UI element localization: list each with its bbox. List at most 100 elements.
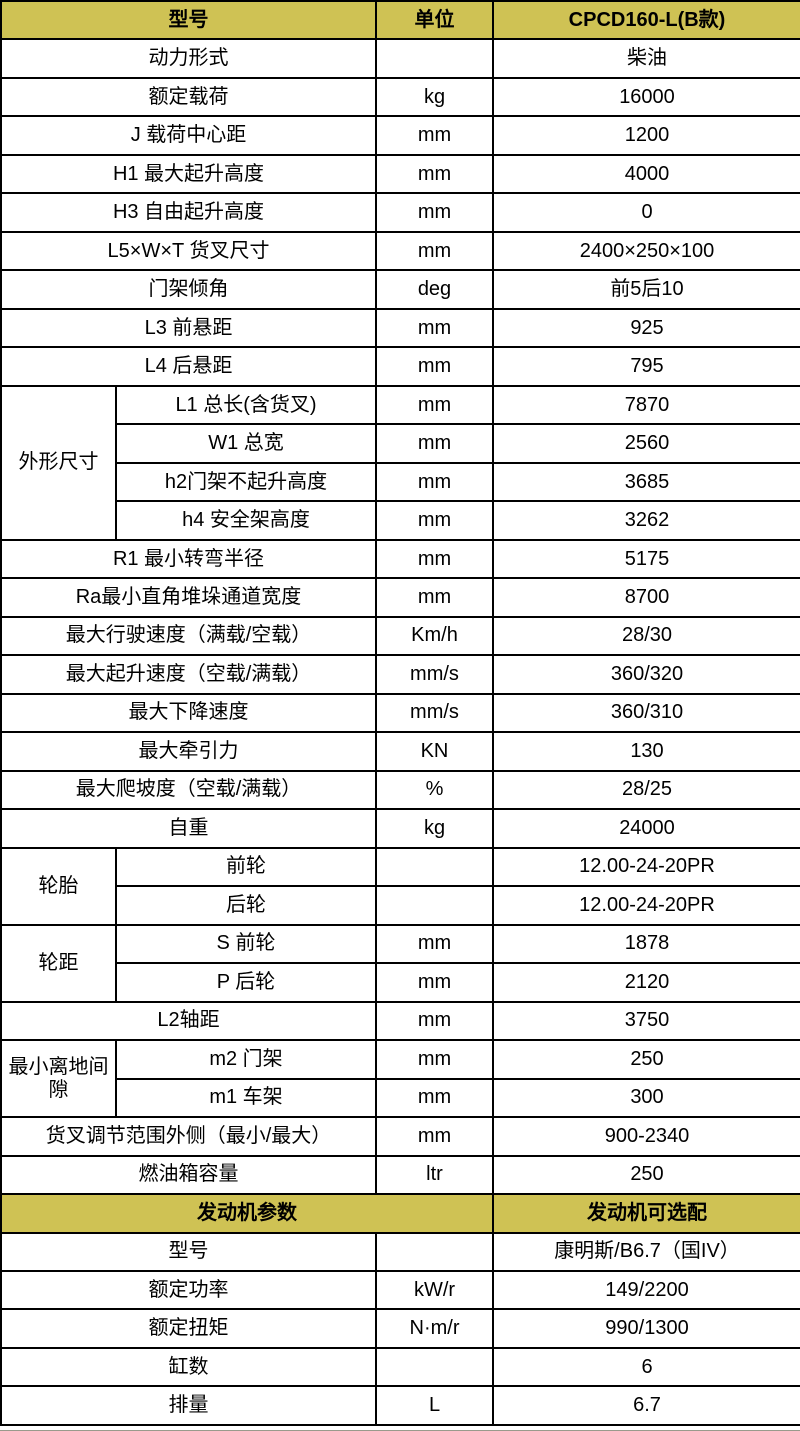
spec-unit-cell: mm bbox=[375, 1039, 494, 1080]
engine-header-row: 发动机参数 发动机可选配 bbox=[0, 1193, 800, 1234]
spec-unit-cell: mm bbox=[375, 192, 494, 233]
spec-unit-cell bbox=[375, 38, 494, 79]
spec-value-cell: 360/320 bbox=[492, 654, 800, 695]
table-row: 动力形式 柴油 bbox=[0, 38, 800, 79]
spec-value-cell: 2120 bbox=[492, 962, 800, 1003]
spec-unit-cell: mm bbox=[375, 1000, 494, 1042]
spec-label-cell: L2轴距 bbox=[0, 1000, 377, 1042]
table-row: 型号 康明斯/B6.7（国IV） bbox=[0, 1231, 800, 1272]
engine-header-right: 发动机可选配 bbox=[492, 1193, 800, 1234]
spec-label-cell: 最大牵引力 bbox=[0, 731, 377, 772]
spec-unit-cell: mm bbox=[375, 1116, 494, 1157]
spec-unit-cell bbox=[375, 1346, 494, 1388]
table-row: 额定扭矩 N·m/r 990/1300 bbox=[0, 1308, 800, 1349]
spec-unit-cell: % bbox=[375, 769, 494, 811]
spec-label-cell: H3 自由起升高度 bbox=[0, 192, 377, 233]
table-row: 最大牵引力 KN 130 bbox=[0, 731, 800, 772]
table-row: 排量 L 6.7 bbox=[0, 1385, 800, 1426]
table-row: 外形尺寸 L1 总长(含货叉) mm 7870 bbox=[0, 384, 800, 541]
spec-label-cell: W1 总宽 bbox=[115, 423, 377, 464]
table-row: H3 自由起升高度 mm 0 bbox=[0, 192, 800, 233]
spec-value-cell: 24000 bbox=[492, 808, 800, 849]
spec-label-cell: h4 安全架高度 bbox=[115, 500, 377, 541]
spec-unit-cell: mm bbox=[375, 500, 494, 541]
spec-unit-cell: N·m/r bbox=[375, 1308, 494, 1349]
spec-unit-cell: L bbox=[375, 1385, 494, 1426]
table-row: 最小离地间隙 m2 门架 mm 250 bbox=[0, 1039, 800, 1119]
spec-label-cell: 动力形式 bbox=[0, 38, 377, 79]
spec-value-cell: 900-2340 bbox=[492, 1116, 800, 1157]
header-model-value: CPCD160-L(B款) bbox=[492, 0, 800, 41]
table-row: 自重 kg 24000 bbox=[0, 808, 800, 849]
spec-value-cell: 12.00-24-20PR bbox=[492, 846, 800, 888]
spec-label-cell: 货叉调节范围外侧（最小/最大） bbox=[0, 1116, 377, 1157]
spec-unit-cell: mm bbox=[375, 230, 494, 272]
spec-unit-cell: mm bbox=[375, 538, 494, 580]
table-row: 最大起升速度（空载/满载） mm/s 360/320 bbox=[0, 654, 800, 695]
spec-value-cell: 2400×250×100 bbox=[492, 230, 800, 272]
spec-value-cell: 16000 bbox=[492, 76, 800, 118]
spec-value-cell: 3750 bbox=[492, 1000, 800, 1042]
table-row: 最大行驶速度（满载/空载） Km/h 28/30 bbox=[0, 615, 800, 657]
spec-unit-cell: mm bbox=[375, 384, 494, 426]
spec-value-cell: 300 bbox=[492, 1077, 800, 1119]
spec-value-cell: 360/310 bbox=[492, 692, 800, 734]
table-row: L4 后悬距 mm 795 bbox=[0, 346, 800, 387]
spec-label-cell: L3 前悬距 bbox=[0, 307, 377, 349]
spec-unit-cell: mm bbox=[375, 307, 494, 349]
spec-unit-cell: mm bbox=[375, 577, 494, 618]
spec-label-cell: 缸数 bbox=[0, 1346, 377, 1388]
spec-value-cell: 4000 bbox=[492, 153, 800, 195]
spec-value-cell: 0 bbox=[492, 192, 800, 233]
group-label-cell: 轮胎 bbox=[0, 846, 117, 926]
spec-value-cell: 8700 bbox=[492, 577, 800, 618]
table-row: 燃油箱容量 ltr 250 bbox=[0, 1154, 800, 1196]
spec-value-cell: 28/30 bbox=[492, 615, 800, 657]
spec-value-cell: 795 bbox=[492, 346, 800, 387]
spec-unit-cell: kg bbox=[375, 808, 494, 849]
spec-unit-cell: mm bbox=[375, 923, 494, 965]
spec-unit-cell bbox=[375, 885, 494, 926]
spec-value-cell: 925 bbox=[492, 307, 800, 349]
spec-label-cell: J 载荷中心距 bbox=[0, 115, 377, 156]
header-unit-label: 单位 bbox=[375, 0, 494, 41]
spec-unit-cell bbox=[375, 846, 494, 888]
spec-value-cell: 前5后10 bbox=[492, 269, 800, 310]
table-row: 最大下降速度 mm/s 360/310 bbox=[0, 692, 800, 734]
spec-unit-cell: deg bbox=[375, 269, 494, 310]
spec-label-cell: 排量 bbox=[0, 1385, 377, 1426]
table-row: 货叉调节范围外侧（最小/最大） mm 900-2340 bbox=[0, 1116, 800, 1157]
table-row: W1 总宽 mm 2560 bbox=[1, 423, 800, 464]
spec-label-cell: m1 车架 bbox=[115, 1077, 377, 1119]
table-row: 轮胎 前轮 12.00-24-20PR bbox=[0, 846, 800, 926]
spec-unit-cell: mm bbox=[375, 423, 494, 464]
table-row: m1 车架 mm 300 bbox=[1, 1077, 800, 1119]
spec-label-cell: Ra最小直角堆垛通道宽度 bbox=[0, 577, 377, 618]
spec-value-cell: 柴油 bbox=[492, 38, 800, 79]
table-row: Ra最小直角堆垛通道宽度 mm 8700 bbox=[0, 577, 800, 618]
spec-unit-cell: mm bbox=[375, 1077, 494, 1119]
spec-label-cell: H1 最大起升高度 bbox=[0, 153, 377, 195]
spec-value-cell: 149/2200 bbox=[492, 1269, 800, 1311]
spec-unit-cell: KN bbox=[375, 731, 494, 772]
table-row: L2轴距 mm 3750 bbox=[0, 1000, 800, 1042]
spec-value-cell: 250 bbox=[492, 1039, 800, 1080]
spec-value-cell: 3685 bbox=[492, 461, 800, 503]
spec-unit-cell: kW/r bbox=[375, 1269, 494, 1311]
table-row: 后轮 12.00-24-20PR bbox=[1, 885, 800, 926]
table-row: L5×W×T 货叉尺寸 mm 2400×250×100 bbox=[0, 230, 800, 272]
spec-value-cell: 5175 bbox=[492, 538, 800, 580]
spec-unit-cell: mm/s bbox=[375, 654, 494, 695]
spec-label-cell: m2 门架 bbox=[115, 1039, 377, 1080]
table-row: 额定载荷 kg 16000 bbox=[0, 76, 800, 118]
spec-label-cell: S 前轮 bbox=[115, 923, 377, 965]
spec-unit-cell: ltr bbox=[375, 1154, 494, 1196]
table-row: h2门架不起升高度 mm 3685 bbox=[1, 461, 800, 503]
spec-label-cell: 前轮 bbox=[115, 846, 377, 888]
spec-unit-cell: mm bbox=[375, 153, 494, 195]
spec-unit-cell: mm bbox=[375, 346, 494, 387]
spec-label-cell: 最大下降速度 bbox=[0, 692, 377, 734]
spec-value-cell: 3262 bbox=[492, 500, 800, 541]
